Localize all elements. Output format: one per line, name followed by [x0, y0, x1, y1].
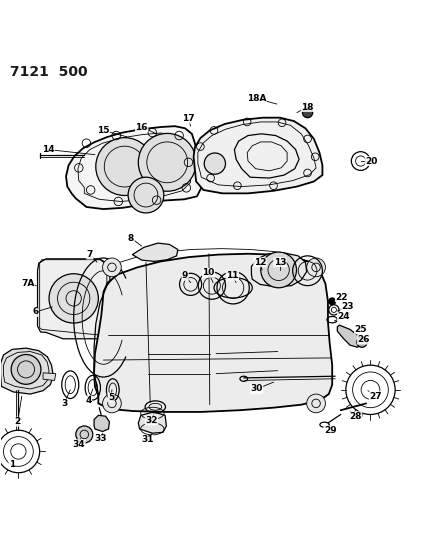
- Text: 11: 11: [226, 271, 238, 280]
- Text: 18: 18: [301, 102, 314, 111]
- Circle shape: [11, 354, 41, 384]
- Circle shape: [96, 138, 154, 196]
- Text: 25: 25: [354, 325, 367, 334]
- Text: 18A: 18A: [247, 94, 266, 103]
- Text: 5: 5: [108, 393, 114, 402]
- Circle shape: [204, 153, 226, 174]
- Text: 2: 2: [15, 417, 21, 426]
- Circle shape: [49, 274, 98, 323]
- Text: 8: 8: [128, 233, 134, 243]
- Polygon shape: [94, 415, 110, 432]
- Circle shape: [303, 108, 312, 118]
- Polygon shape: [132, 243, 178, 261]
- Text: 30: 30: [250, 384, 263, 393]
- Circle shape: [307, 394, 325, 413]
- Circle shape: [261, 252, 297, 288]
- Polygon shape: [138, 412, 166, 433]
- Text: 9: 9: [182, 271, 188, 280]
- Polygon shape: [337, 325, 361, 348]
- Text: 7: 7: [86, 250, 93, 259]
- Text: 28: 28: [349, 411, 362, 421]
- Text: 17: 17: [182, 114, 195, 123]
- Circle shape: [307, 258, 325, 277]
- Text: 31: 31: [141, 435, 154, 445]
- Text: 1: 1: [9, 460, 15, 469]
- Circle shape: [128, 177, 164, 213]
- Circle shape: [138, 133, 196, 191]
- Text: 26: 26: [357, 335, 370, 344]
- Text: 7A: 7A: [21, 279, 34, 288]
- Text: 4: 4: [85, 396, 92, 405]
- Polygon shape: [0, 348, 53, 394]
- Circle shape: [103, 258, 121, 277]
- Text: 15: 15: [97, 126, 110, 135]
- Text: 22: 22: [335, 293, 348, 302]
- Polygon shape: [66, 126, 201, 209]
- Text: 12: 12: [254, 258, 266, 266]
- Text: 33: 33: [94, 434, 107, 443]
- Text: 23: 23: [341, 302, 354, 311]
- Circle shape: [329, 298, 336, 305]
- Circle shape: [76, 426, 93, 443]
- Text: 14: 14: [42, 145, 54, 154]
- Polygon shape: [193, 118, 322, 193]
- Text: 29: 29: [324, 426, 336, 435]
- Text: 6: 6: [32, 308, 39, 317]
- Polygon shape: [38, 259, 111, 339]
- Text: 24: 24: [337, 312, 350, 321]
- Text: 13: 13: [273, 258, 286, 266]
- Polygon shape: [251, 253, 307, 287]
- Circle shape: [357, 337, 367, 348]
- Text: 32: 32: [145, 416, 158, 425]
- Text: 20: 20: [365, 157, 377, 166]
- Text: 27: 27: [369, 392, 382, 401]
- Polygon shape: [94, 254, 332, 412]
- Polygon shape: [43, 373, 56, 381]
- Circle shape: [103, 394, 121, 413]
- Text: 16: 16: [136, 123, 148, 132]
- Text: 10: 10: [202, 269, 215, 277]
- Text: 34: 34: [72, 440, 85, 449]
- Text: 7121  500: 7121 500: [10, 64, 87, 78]
- Text: 3: 3: [61, 399, 68, 408]
